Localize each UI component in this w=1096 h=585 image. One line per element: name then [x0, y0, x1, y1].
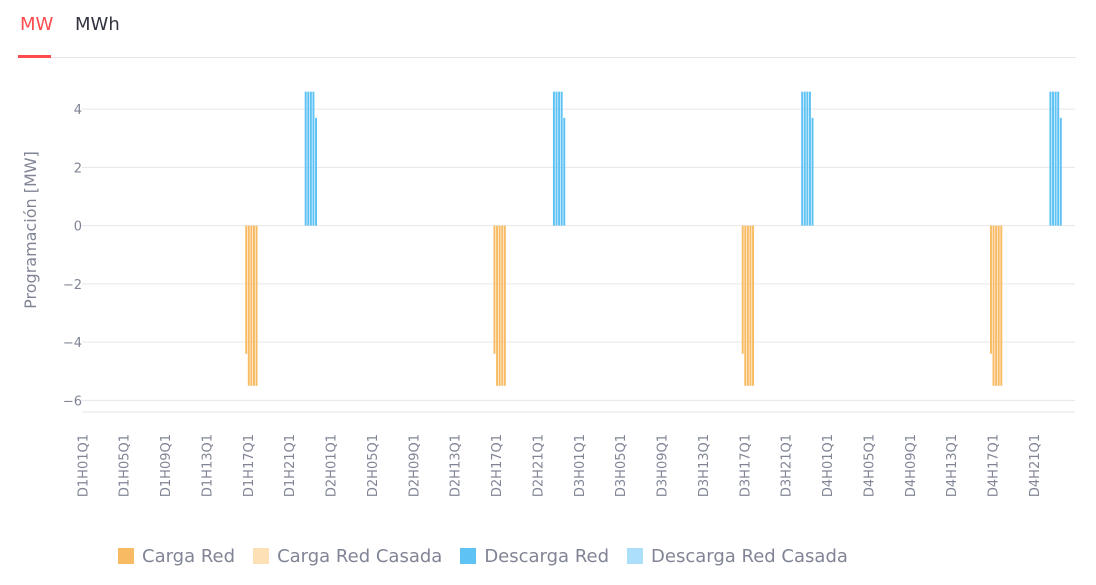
- y-tick-label: −4: [63, 336, 82, 351]
- legend-item-carga-red-casada[interactable]: Carga Red Casada: [253, 546, 442, 567]
- y-axis-ticks: 4 2 0 −2 −4 −6: [63, 103, 82, 409]
- bar: [749, 225, 752, 386]
- bar: [995, 225, 998, 386]
- tab-bar-border: [18, 57, 1076, 58]
- bar: [255, 225, 258, 386]
- bar: [496, 225, 499, 386]
- bar: [304, 91, 307, 226]
- bar: [1054, 91, 1057, 226]
- bar: [245, 225, 248, 354]
- y-tick-label: 2: [74, 161, 82, 176]
- x-axis-ticks: D1H01Q1 D1H05Q1 D1H09Q1 D1H13Q1 D1H17Q1 D1H21…: [76, 434, 1043, 497]
- unit-tabs: MW MWh: [18, 0, 1078, 60]
- x-tick-label: D1H21Q1: [283, 434, 298, 497]
- bar: [989, 225, 992, 354]
- bar: [801, 91, 804, 226]
- x-tick-label: D2H13Q1: [449, 434, 464, 497]
- bar: [1059, 117, 1062, 226]
- grid-lines: [82, 108, 1075, 413]
- bar: [250, 225, 253, 386]
- x-tick-label: D3H13Q1: [697, 434, 712, 497]
- x-tick-label: D4H01Q1: [821, 434, 836, 497]
- y-axis-label: Programación [MW]: [21, 151, 40, 309]
- x-tick-label: D1H09Q1: [159, 434, 174, 497]
- bar: [744, 225, 747, 386]
- programacion-bar-chart: 4 2 0 −2 −4 −6 Programación [MW] D1H01Q1 D1H05…: [21, 91, 1075, 497]
- x-tick-label: D2H05Q1: [366, 434, 381, 497]
- x-tick-label: D2H09Q1: [407, 434, 422, 497]
- x-tick-label: D4H13Q1: [945, 434, 960, 497]
- bar: [555, 91, 558, 226]
- x-tick-label: D1H13Q1: [200, 434, 215, 497]
- legend-label: Carga Red Casada: [277, 545, 443, 567]
- bar: [752, 225, 755, 386]
- legend-swatch-descarga-red: [460, 548, 477, 564]
- tab-mw[interactable]: MW: [20, 14, 54, 35]
- bar: [312, 91, 315, 226]
- bar: [1052, 91, 1055, 226]
- y-tick-label: −2: [63, 278, 82, 293]
- bar: [503, 225, 506, 386]
- legend-item-carga-red[interactable]: Carga Red: [118, 546, 235, 567]
- bar: [808, 91, 811, 226]
- legend-label: Carga Red: [142, 545, 236, 567]
- bar: [560, 91, 563, 226]
- x-tick-label: D4H09Q1: [904, 434, 919, 497]
- bar: [803, 91, 806, 226]
- bar: [997, 225, 1000, 386]
- bar: [309, 91, 312, 226]
- bar: [741, 225, 744, 354]
- y-tick-label: 4: [74, 103, 82, 118]
- legend: Carga Red Carga Red Casada Descarga Red …: [118, 544, 866, 568]
- active-tab-indicator: [18, 55, 51, 58]
- x-tick-label: D1H17Q1: [242, 434, 257, 497]
- x-tick-label: D4H17Q1: [987, 434, 1002, 497]
- bar: [563, 117, 566, 226]
- tab-mwh[interactable]: MWh: [75, 14, 120, 35]
- legend-item-descarga-red-casada[interactable]: Descarga Red Casada: [627, 546, 848, 567]
- bar: [1057, 91, 1060, 226]
- bar: [307, 91, 310, 226]
- x-tick-label: D4H05Q1: [862, 434, 877, 497]
- bar: [1000, 225, 1003, 386]
- bar: [493, 225, 496, 354]
- bars: [245, 91, 1062, 386]
- x-tick-label: D4H21Q1: [1028, 434, 1043, 497]
- bar: [252, 225, 255, 386]
- legend-label: Descarga Red: [484, 545, 610, 567]
- bar: [806, 91, 809, 226]
- bar: [552, 91, 555, 226]
- legend-swatch-carga-red-casada: [253, 548, 270, 564]
- legend-label: Descarga Red Casada: [651, 545, 848, 567]
- x-tick-label: D1H05Q1: [118, 434, 133, 497]
- y-tick-label: −6: [63, 394, 82, 409]
- bar: [992, 225, 995, 386]
- x-tick-label: D3H09Q1: [656, 434, 671, 497]
- bar: [558, 91, 561, 226]
- x-tick-label: D3H21Q1: [780, 434, 795, 497]
- x-tick-label: D3H17Q1: [738, 434, 753, 497]
- legend-swatch-carga-red: [118, 548, 134, 564]
- bar: [1049, 91, 1052, 226]
- bar: [811, 117, 814, 226]
- x-tick-label: D2H17Q1: [490, 434, 505, 497]
- y-tick-label: 0: [74, 220, 82, 235]
- bar: [315, 117, 318, 226]
- bar: [498, 225, 501, 386]
- bar: [746, 225, 749, 386]
- x-tick-label: D3H01Q1: [573, 434, 588, 497]
- legend-swatch-descarga-red-casada: [627, 548, 644, 564]
- bar: [247, 225, 250, 386]
- x-tick-label: D2H21Q1: [531, 434, 546, 497]
- legend-item-descarga-red[interactable]: Descarga Red: [460, 546, 609, 567]
- x-tick-label: D3H05Q1: [614, 434, 629, 497]
- bar: [501, 225, 504, 386]
- x-tick-label: D1H01Q1: [76, 434, 91, 497]
- x-tick-label: D2H01Q1: [325, 434, 340, 497]
